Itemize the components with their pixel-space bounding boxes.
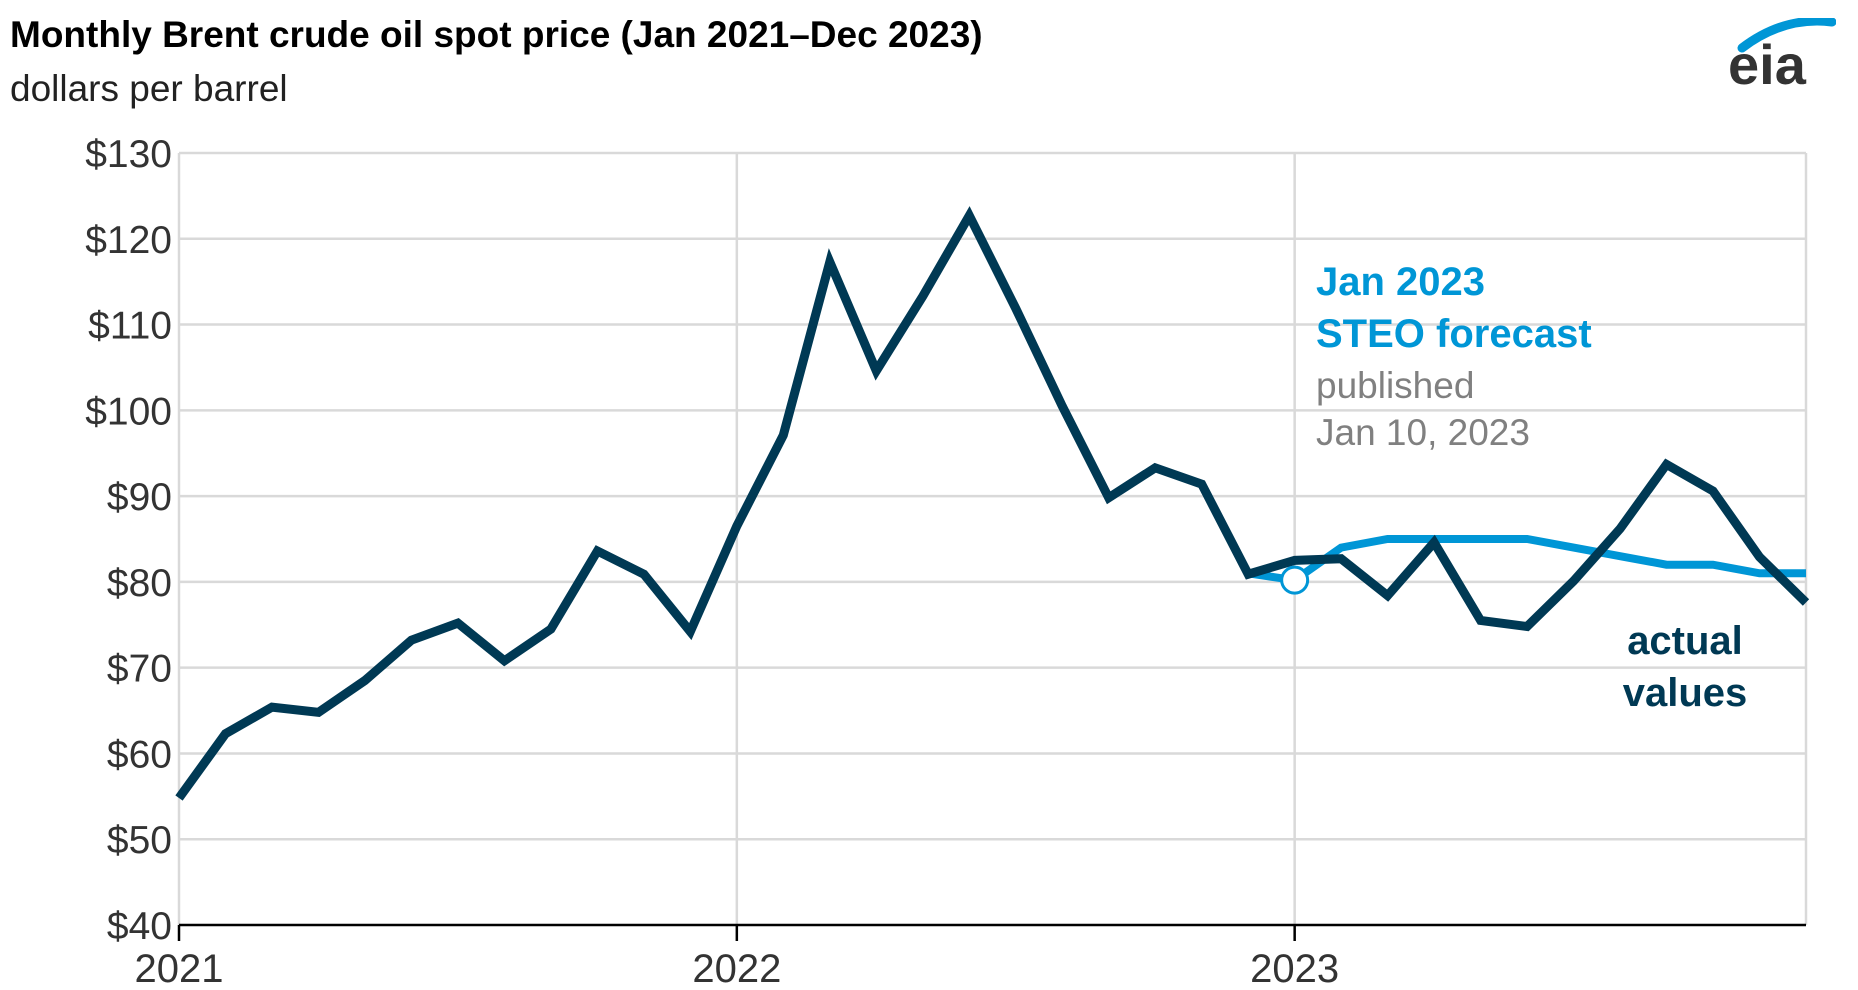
y-tick-label: $110 bbox=[88, 305, 172, 348]
y-tick-label: $50 bbox=[107, 819, 172, 862]
chart-subtitle: dollars per barrel bbox=[10, 68, 288, 109]
y-tick-label: $70 bbox=[107, 648, 172, 691]
actual-label-line2: values bbox=[1623, 671, 1748, 715]
logo-text: eia bbox=[1728, 33, 1807, 88]
y-tick-label: $90 bbox=[107, 476, 172, 519]
series-lines bbox=[175, 206, 1810, 801]
x-tick-label: 2022 bbox=[692, 947, 781, 990]
x-axis bbox=[177, 923, 1806, 941]
published-label-line2: Jan 10, 2023 bbox=[1316, 412, 1530, 453]
y-tick-label: $80 bbox=[107, 562, 172, 605]
forecast-start-marker bbox=[1280, 565, 1310, 595]
y-tick-label: $120 bbox=[85, 219, 172, 262]
forecast-label-line2: STEO forecast bbox=[1316, 312, 1592, 356]
forecast-line bbox=[1247, 535, 1806, 585]
forecast-label-line1: Jan 2023 bbox=[1316, 260, 1485, 304]
published-label-line1: published bbox=[1316, 365, 1474, 406]
x-axis-tick-labels: 2021 2022 2023 bbox=[135, 947, 1340, 990]
y-tick-label: $130 bbox=[85, 133, 172, 176]
actual-annotation: actual values bbox=[1623, 619, 1748, 715]
chart-title: Monthly Brent crude oil spot price (Jan … bbox=[10, 14, 983, 55]
actual-values-line bbox=[175, 206, 1810, 801]
forecast-annotation: Jan 2023 STEO forecast published Jan 10,… bbox=[1316, 260, 1592, 453]
x-tick-label: 2021 bbox=[135, 947, 224, 990]
eia-logo: eia bbox=[1728, 18, 1836, 88]
y-tick-label: $40 bbox=[107, 905, 172, 948]
y-tick-label: $100 bbox=[85, 390, 172, 433]
x-tick-label: 2023 bbox=[1250, 947, 1339, 990]
y-axis-tick-labels: $40 $50 $60 $70 $80 $90 $100 $110 $120 $130 bbox=[85, 133, 172, 948]
y-tick-label: $60 bbox=[107, 733, 172, 776]
actual-label-line1: actual bbox=[1627, 619, 1743, 663]
